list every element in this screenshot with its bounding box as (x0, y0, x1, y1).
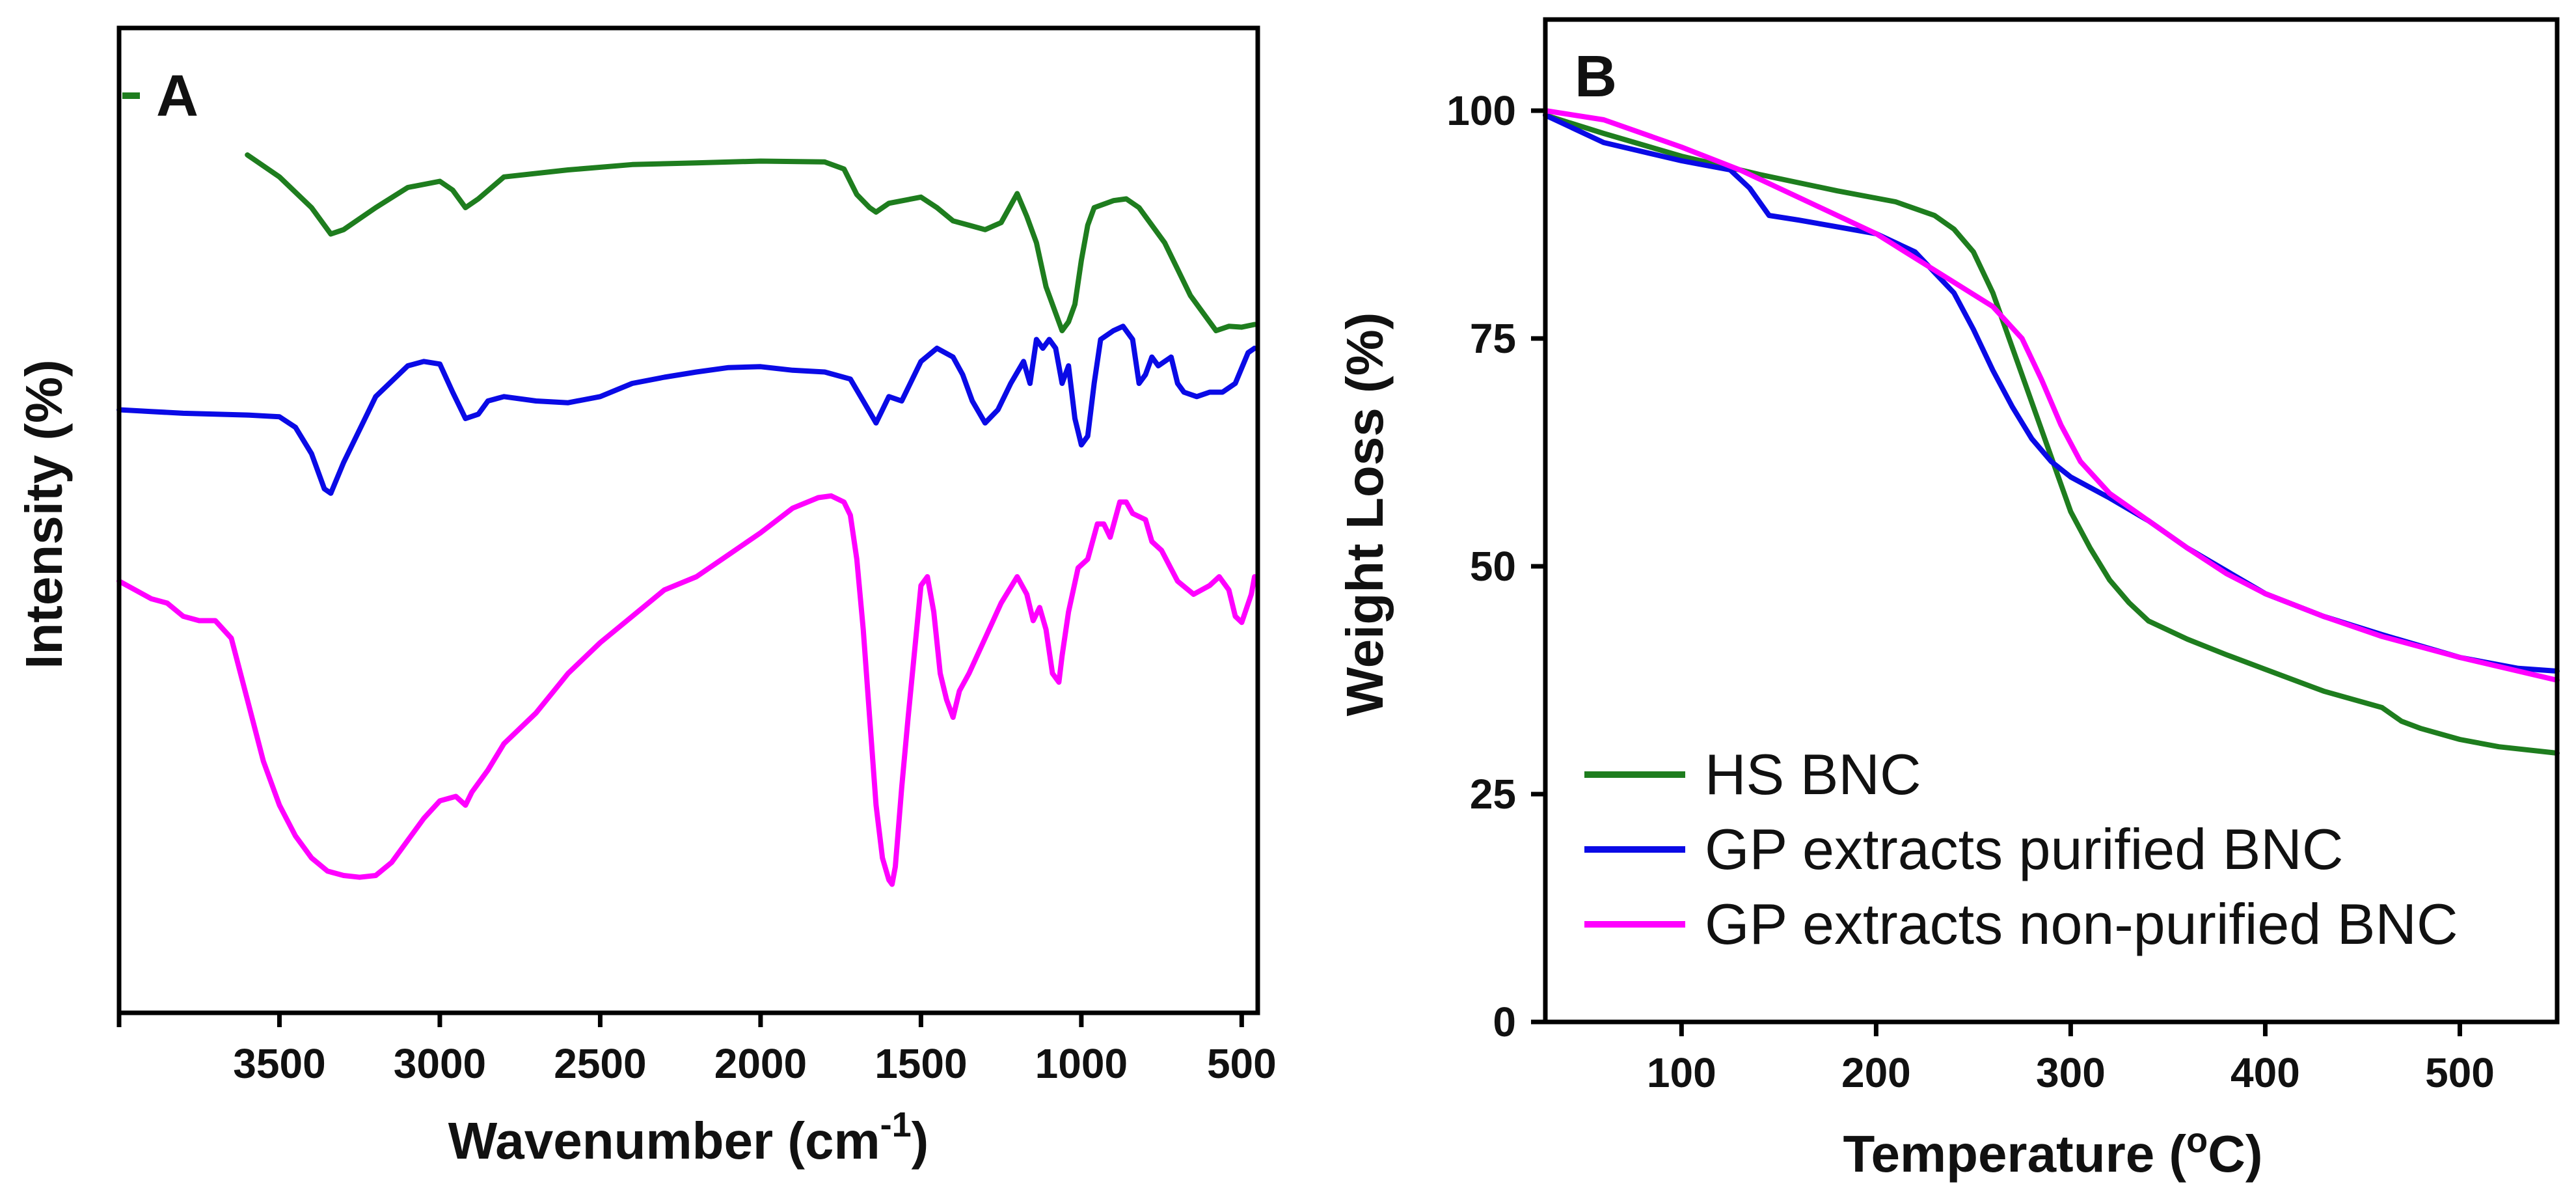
panel-b-x-tick-label-100: 100 (1647, 1049, 1716, 1096)
panel-a-x-tick-label-1500: 1500 (874, 1040, 967, 1087)
panel-a-series-hs-bnc (245, 152, 1258, 333)
panel-a-x-axis-title: Wavenumber (cm-1) (448, 1105, 929, 1170)
panel-a-x-axis-title-close: ) (912, 1112, 929, 1170)
panel-b-x-axis-title-sup: o (2186, 1121, 2208, 1160)
panel-b-y-tick-label-25: 25 (1470, 771, 1516, 818)
panel-a-y-axis-title: Intensity (%) (15, 359, 73, 669)
panel-a-series-gp-extracts-purified-bnc (116, 324, 1258, 496)
panel-b-y-tick-label-100: 100 (1446, 87, 1516, 134)
panel-b-legend: HS BNC GP extracts purified BNC GP extract… (1584, 742, 2458, 956)
panel-a-x-tick-label-2500: 2500 (554, 1040, 646, 1087)
panel-b-x-tick-label-300: 300 (2036, 1049, 2106, 1096)
panel-a-ftir-chart: Intensity (%) 3500 3000 2500 2000 1500 1000 50… (15, 25, 1277, 1170)
panel-b-x-ticks: 100 200 300 400 500 (1647, 1022, 2495, 1096)
panel-a-x-axis-title-main: Wavenumber (cm (448, 1112, 880, 1170)
panel-a-x-tick-label-3500: 3500 (233, 1040, 325, 1087)
panel-b-y-tick-label-0: 0 (1493, 999, 1516, 1045)
panel-a-plot-frame (116, 25, 1260, 1015)
panel-b-legend-label-hs-bnc: HS BNC (1705, 742, 1921, 806)
panel-a-letter: A (156, 64, 198, 129)
panel-a-series-group (116, 152, 1258, 887)
panel-b-letter: B (1575, 44, 1617, 109)
panel-b-series-hs-bnc (1543, 113, 2560, 756)
panel-b-tga-chart: Weight Loss (%) 100 200 300 400 500 0 25 50 75 1… (1336, 17, 2560, 1183)
panel-a-x-ticks: 3500 3000 2500 2000 1500 1000 500 (116, 1013, 1277, 1087)
panel-b-plot-frame (1543, 17, 2560, 1025)
panel-a-x-tick-label-2000: 2000 (714, 1040, 807, 1087)
panel-a-x-axis-title-sup: -1 (880, 1105, 912, 1144)
panel-a-x-tick-label-500: 500 (1207, 1040, 1277, 1087)
panel-b-legend-label-gp-extracts-non-purified-bnc: GP extracts non-purified BNC (1705, 892, 2458, 956)
panel-b-y-tick-label-50: 50 (1470, 543, 1516, 590)
panel-a-x-tick-label-3000: 3000 (394, 1040, 486, 1087)
panel-b-x-tick-label-500: 500 (2425, 1049, 2495, 1096)
panel-b-legend-label-gp-extracts-purified-bnc: GP extracts purified BNC (1705, 817, 2343, 881)
panel-b-x-tick-label-400: 400 (2230, 1049, 2300, 1096)
panel-b-x-axis-title-main: Temperature ( (1843, 1125, 2187, 1183)
panel-b-x-tick-label-200: 200 (1841, 1049, 1911, 1096)
panel-a-x-tick-label-1000: 1000 (1035, 1040, 1128, 1087)
panel-b-y-ticks: 0 25 50 75 100 (1446, 87, 1545, 1045)
panel-b-series-gp-extracts-purified-bnc (1543, 113, 2560, 674)
panel-a-series-gp-extracts-non-purified-bnc (116, 493, 1258, 887)
panel-b-series-group (1543, 108, 2560, 756)
panel-b-y-tick-label-75: 75 (1470, 315, 1516, 362)
panel-b-x-axis-title: Temperature (oC) (1843, 1121, 2263, 1183)
panel-b-y-axis-title: Weight Loss (%) (1336, 312, 1394, 717)
panel-b-x-axis-title-close: C) (2208, 1125, 2262, 1183)
panel-b-series-gp-extracts-non-purified-bnc (1543, 108, 2560, 683)
